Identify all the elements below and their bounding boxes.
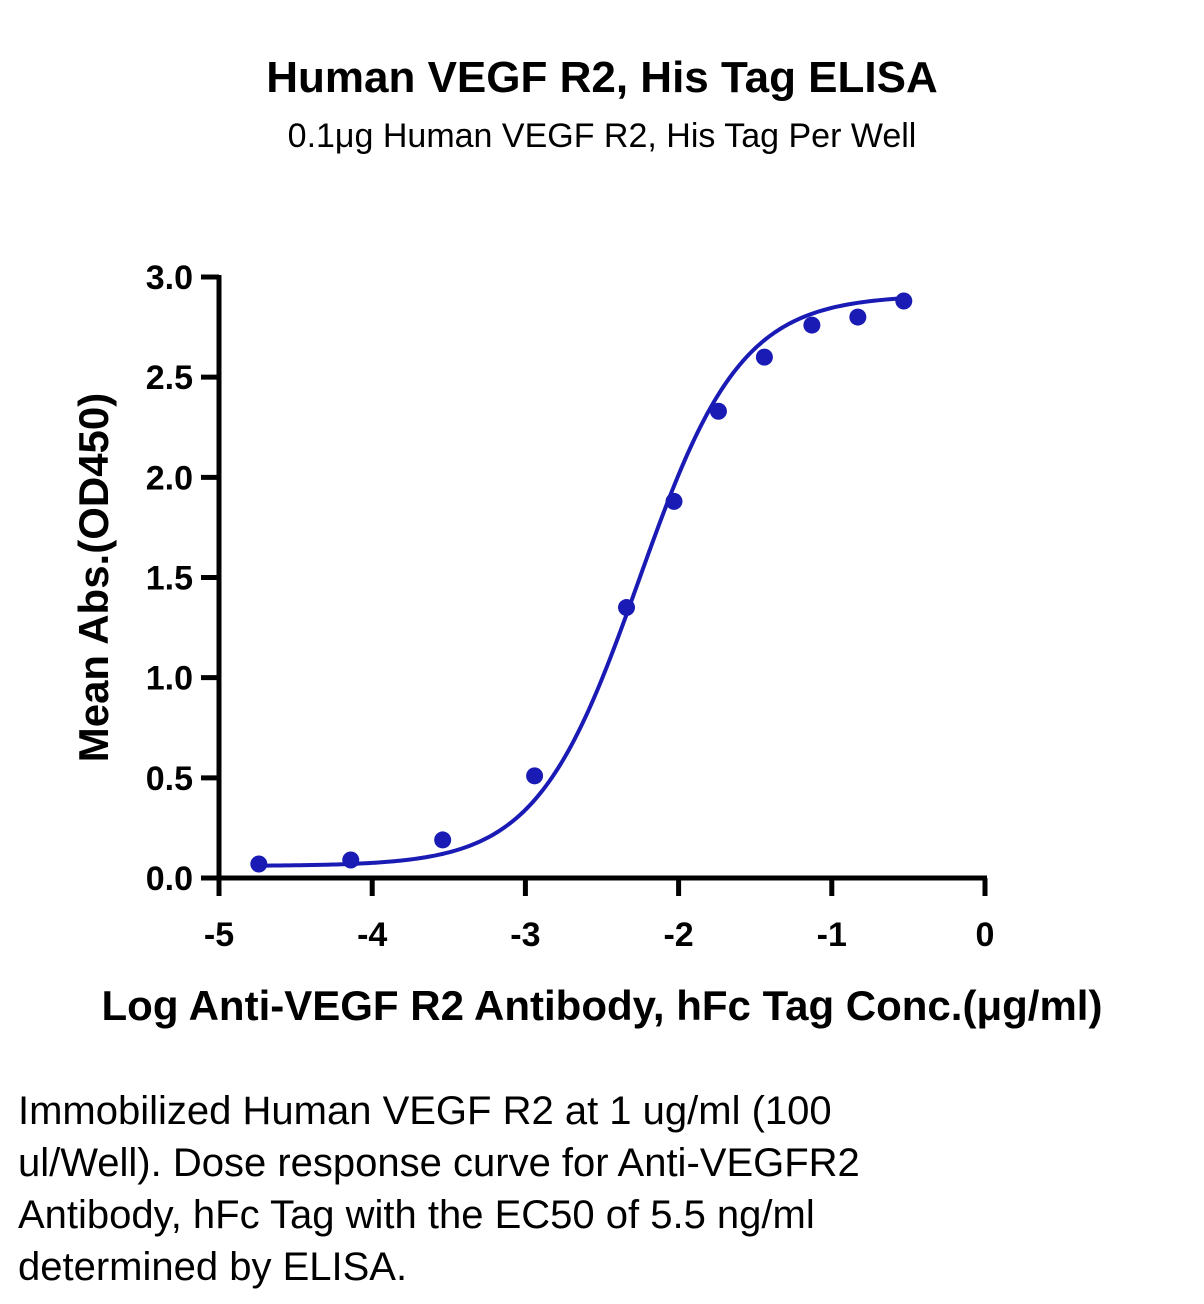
x-tick-label: -5 [204,916,234,954]
y-tick-label: 1.5 [146,560,193,598]
y-tick-label: 0.0 [146,860,193,898]
y-tick-label: 0.5 [146,760,193,798]
x-axis-title: Log Anti-VEGF R2 Antibody, hFc Tag Conc.… [102,982,1103,1029]
y-tick-label: 2.5 [146,359,193,397]
chart-plot: 0.0 0.5 1.0 1.5 2.0 2.5 3.0 -5 -4 -3 -2 -1 0 Log Anti… [70,259,1103,1029]
x-tick-label: -1 [817,916,847,954]
data-point [895,292,913,310]
x-tick-label: 0 [976,916,995,954]
chart-title: Human VEGF R2, His Tag ELISA [266,53,938,102]
data-point [250,855,268,873]
data-point [434,831,452,849]
chart-subtitle: 0.1μg Human VEGF R2, His Tag Per Well [287,117,917,155]
figure-caption: Immobilized Human VEGF R2 at 1 ug/ml (10… [18,1089,860,1289]
data-point [618,599,636,617]
x-tick-label: -2 [663,916,693,954]
data-point [755,348,773,366]
y-axis-title: Mean Abs.(OD450) [70,393,117,763]
y-tick-label: 3.0 [146,259,193,297]
x-tick-label: -4 [357,916,387,954]
data-point [709,402,727,420]
y-tick-label: 1.0 [146,660,193,698]
data-point [665,492,683,510]
fit-curve [258,296,904,868]
data-point [342,851,360,869]
y-tick-label: 2.0 [146,459,193,497]
data-point [526,767,544,785]
data-point [803,316,821,334]
data-point [849,308,867,326]
x-tick-label: -3 [510,916,540,954]
